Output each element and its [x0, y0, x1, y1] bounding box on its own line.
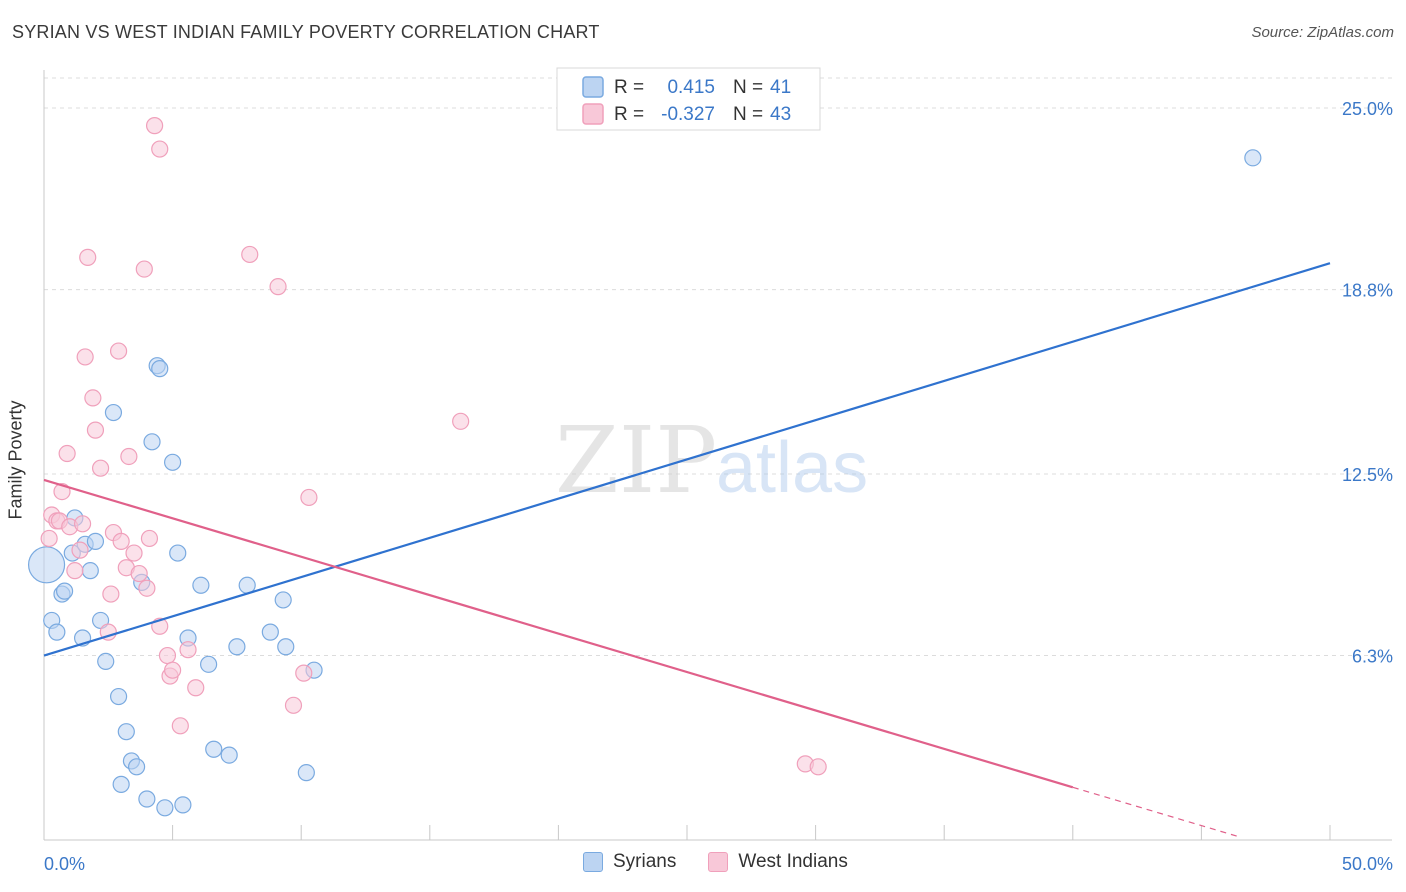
west-indians-point[interactable]	[138, 579, 156, 597]
west-indians-point[interactable]	[71, 541, 89, 559]
west-indians-point[interactable]	[91, 459, 110, 477]
chart-title: SYRIAN VS WEST INDIAN FAMILY POVERTY COR…	[12, 22, 600, 42]
west-indians-point[interactable]	[86, 421, 105, 439]
syrians-point[interactable]	[274, 591, 292, 609]
west-indians-point[interactable]	[269, 278, 287, 296]
syrians-point[interactable]	[205, 740, 223, 758]
west-indians-point[interactable]	[102, 585, 120, 603]
chart-source: Source: ZipAtlas.com	[1251, 24, 1394, 41]
west-indians-point[interactable]	[452, 412, 470, 430]
west-indians-point[interactable]	[84, 389, 102, 407]
x-tick-label: 50.0%	[1342, 854, 1393, 874]
syrians-point[interactable]	[192, 576, 210, 594]
west-indians-point[interactable]	[158, 646, 177, 665]
bottom-legend: Syrians West Indians	[583, 851, 880, 873]
legend-r-value: -0.327	[661, 104, 715, 125]
y-tick-label: 25.0%	[1342, 99, 1393, 119]
y-tick-label: 18.8%	[1342, 281, 1393, 301]
watermark-atlas: atlas	[716, 428, 868, 508]
west-indians-point[interactable]	[179, 641, 197, 659]
syrians-point[interactable]	[151, 360, 169, 378]
legend-swatch-syrians	[582, 76, 604, 98]
legend-item-west-indians[interactable]: West Indians	[708, 851, 848, 873]
west-indians-point[interactable]	[120, 447, 138, 466]
syrians-point[interactable]	[261, 623, 279, 641]
syrians-point[interactable]	[174, 796, 192, 814]
west-indians-point[interactable]	[151, 140, 169, 158]
syrians-swatch	[583, 852, 603, 872]
syrians-point[interactable]	[200, 655, 218, 673]
syrians-point[interactable]	[228, 638, 246, 656]
syrians-point[interactable]	[297, 764, 315, 782]
syrians-trend-line	[43, 262, 1331, 657]
legend-r-value: 0.415	[667, 77, 715, 98]
west-indians-point[interactable]	[140, 529, 159, 548]
legend-r-label: R =	[614, 104, 644, 125]
watermark-zip: ZIP	[555, 407, 717, 514]
syrians-point[interactable]	[156, 799, 174, 817]
west-indians-point[interactable]	[187, 679, 205, 697]
syrians-point[interactable]	[127, 758, 146, 776]
legend-swatch-west-indians	[582, 103, 604, 125]
legend-n-value: 41	[770, 77, 791, 98]
west-indians-point[interactable]	[284, 696, 303, 714]
west-indians-point[interactable]	[73, 515, 92, 533]
syrians-point[interactable]	[169, 544, 187, 562]
west-indians-point[interactable]	[809, 758, 827, 776]
west-indians-point[interactable]	[79, 248, 97, 266]
legend-item-syrians[interactable]: Syrians	[583, 851, 676, 873]
west-indians-label: West Indians	[738, 851, 848, 872]
legend-n-label: N =	[733, 104, 763, 125]
y-tick-label: 12.5%	[1342, 465, 1393, 485]
west-indians-point[interactable]	[112, 532, 130, 550]
syrians-label: Syrians	[613, 851, 677, 872]
west-indians-point[interactable]	[58, 444, 76, 463]
syrians-point[interactable]	[97, 652, 115, 671]
west-indians-point[interactable]	[135, 260, 153, 278]
syrians-point[interactable]	[117, 723, 135, 741]
west-indians-trend-line	[43, 478, 1074, 789]
syrians-point[interactable]	[164, 453, 182, 471]
legend-r-label: R =	[614, 77, 644, 98]
legend-n-value: 43	[770, 104, 791, 125]
west-indians-point[interactable]	[66, 562, 84, 580]
west-indians-point[interactable]	[125, 544, 143, 562]
syrians-point[interactable]	[81, 562, 99, 580]
syrians-point[interactable]	[143, 433, 161, 451]
west-indians-point[interactable]	[241, 245, 259, 264]
y-tick-label: 6.3%	[1352, 647, 1393, 667]
syrians-point[interactable]	[220, 746, 238, 764]
syrians-point[interactable]	[1244, 149, 1262, 167]
west-indians-point[interactable]	[171, 717, 189, 735]
syrians-point[interactable]	[27, 546, 66, 584]
west-indians-trend-extension	[1072, 786, 1241, 838]
west-indians-point[interactable]	[130, 564, 148, 583]
west-indians-point[interactable]	[164, 661, 182, 679]
syrians-point[interactable]	[86, 532, 105, 550]
syrians-point[interactable]	[138, 790, 156, 808]
syrians-point[interactable]	[48, 623, 66, 641]
syrians-point[interactable]	[104, 403, 123, 422]
west-indians-point[interactable]	[295, 664, 313, 682]
west-indians-point[interactable]	[76, 348, 94, 366]
syrians-point[interactable]	[109, 687, 128, 706]
syrians-point[interactable]	[112, 775, 130, 793]
syrians-point[interactable]	[55, 582, 74, 600]
west-indians-point[interactable]	[109, 342, 128, 360]
x-tick-label: 0.0%	[44, 854, 85, 874]
legend-n-label: N =	[733, 77, 763, 98]
syrians-point[interactable]	[277, 638, 295, 656]
west-indians-point[interactable]	[300, 488, 318, 507]
west-indians-point[interactable]	[145, 117, 164, 135]
west-indians-swatch	[708, 852, 729, 872]
west-indians-point[interactable]	[40, 529, 58, 548]
